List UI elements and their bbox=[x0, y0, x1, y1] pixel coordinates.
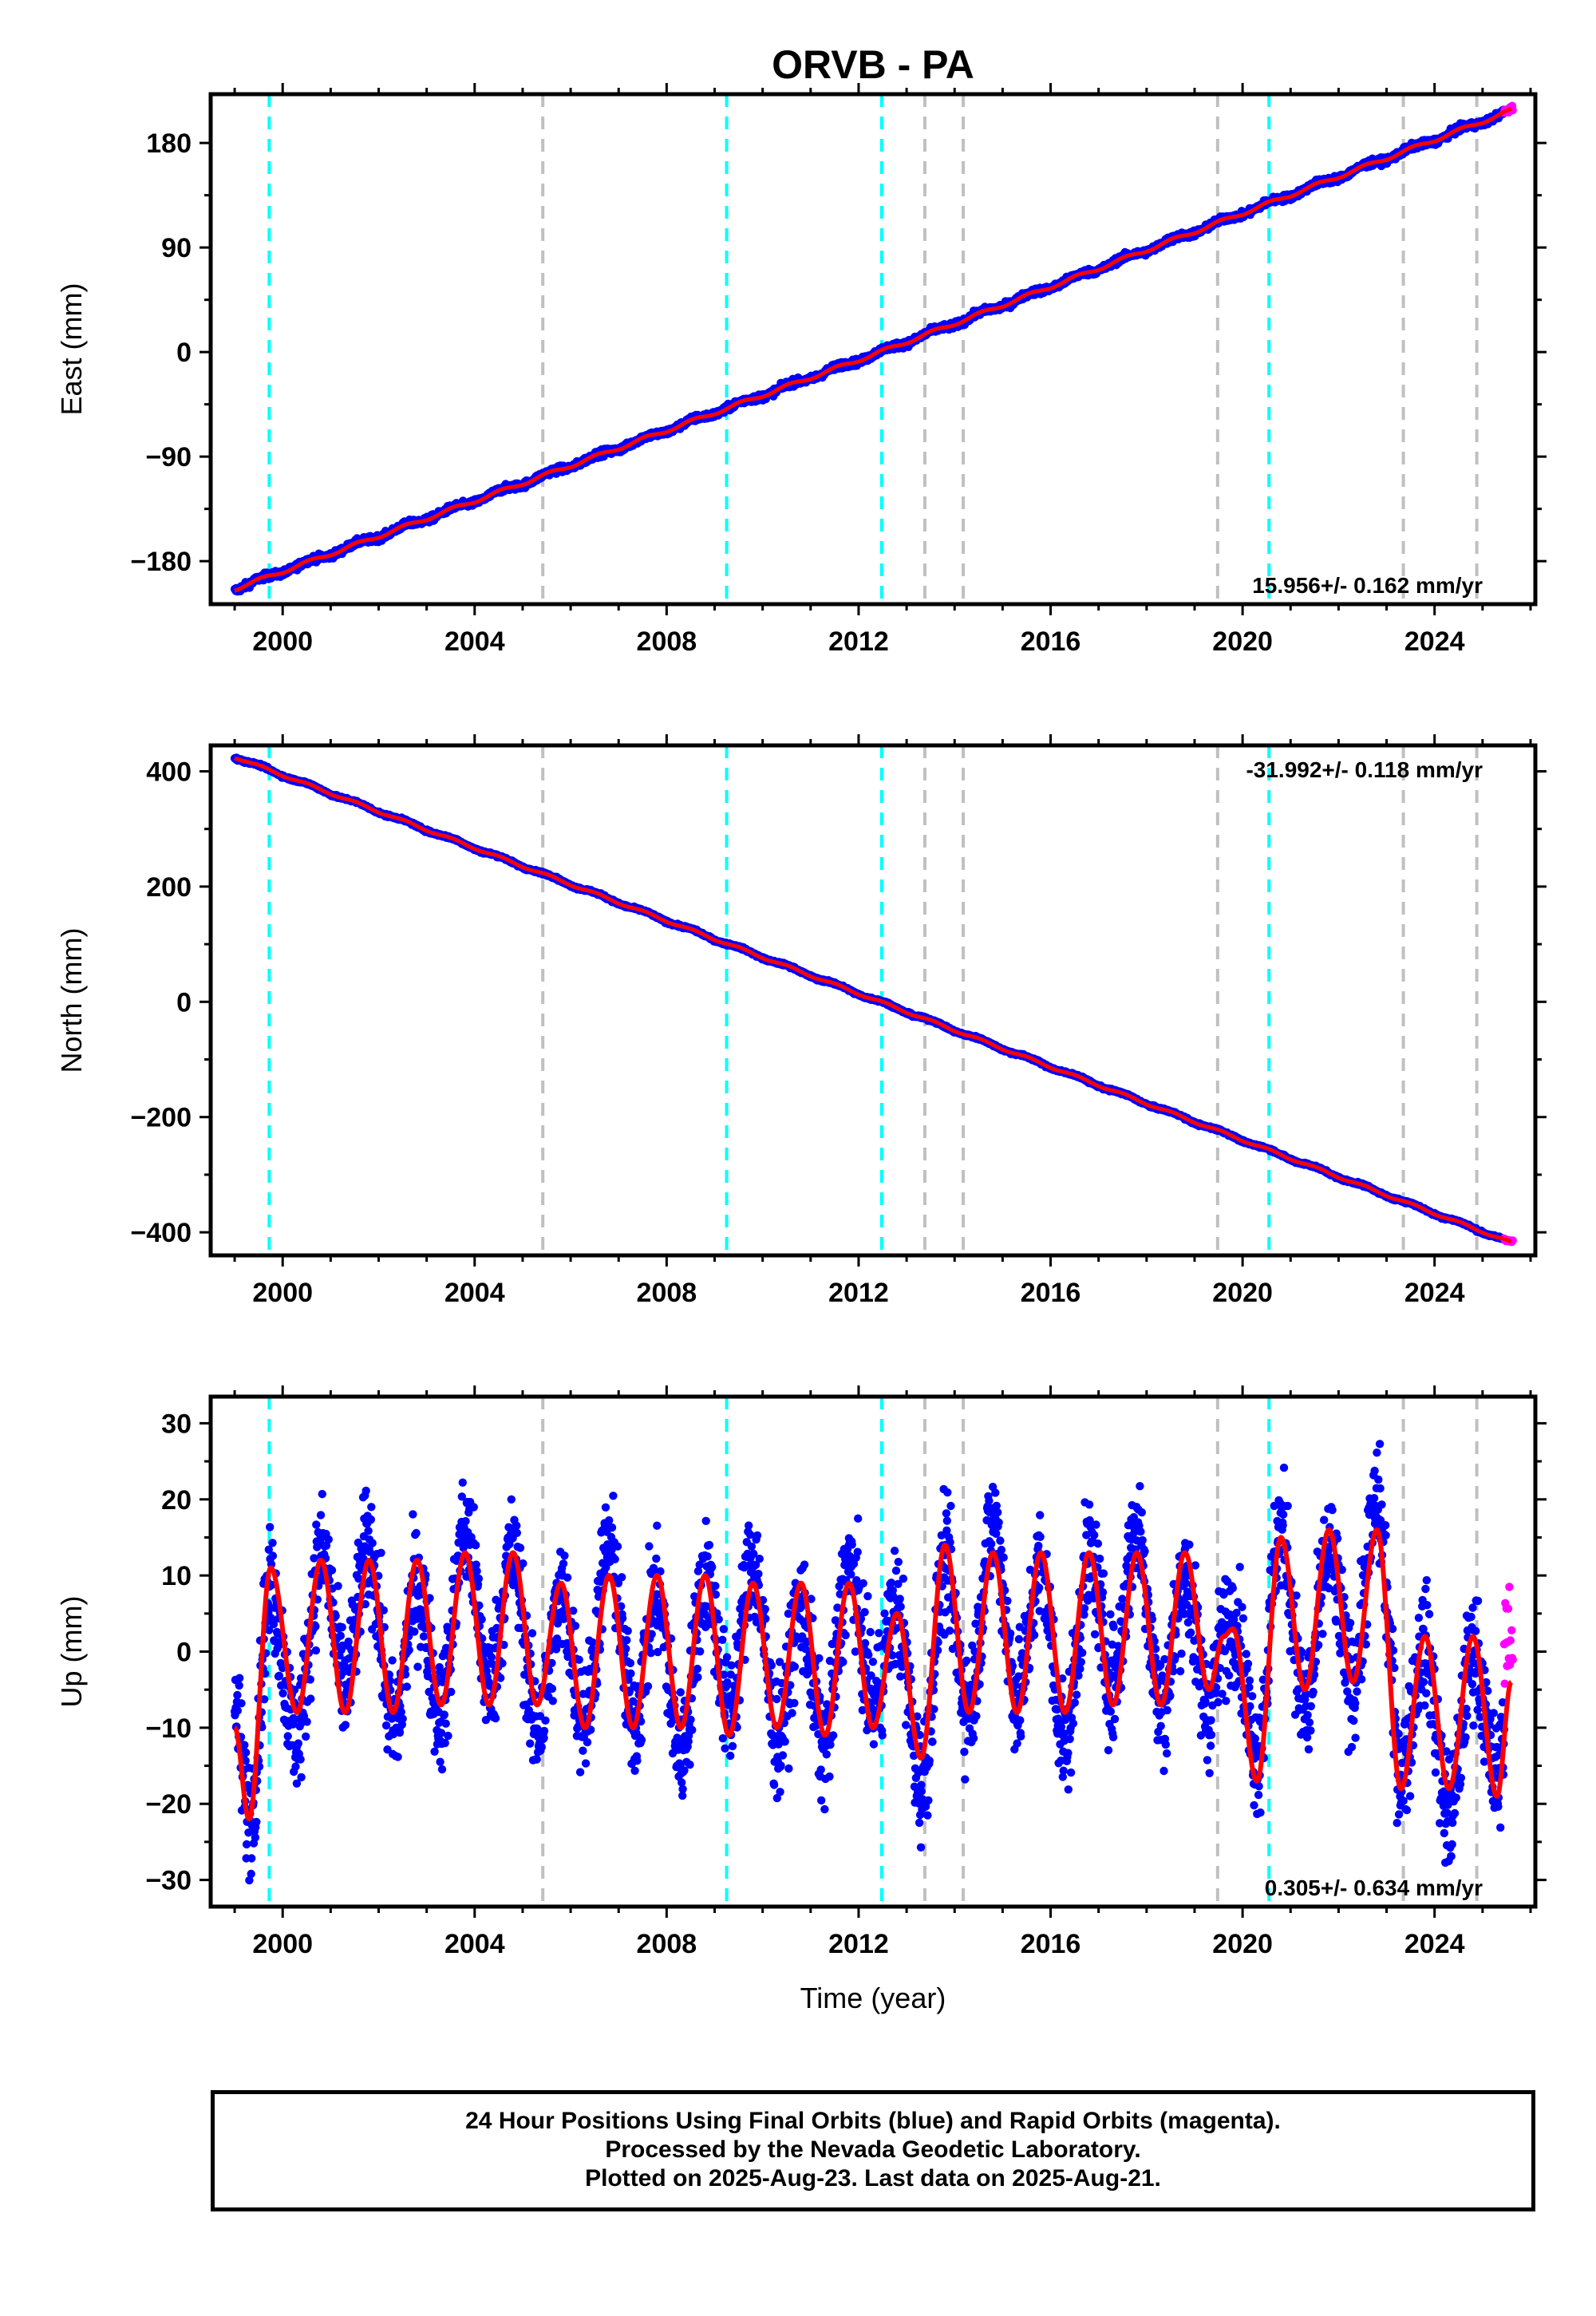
x-tick-label: 2000 bbox=[252, 626, 313, 657]
plot-area bbox=[230, 745, 1517, 1255]
y-tick-label: −180 bbox=[130, 547, 192, 577]
y-tick-label: 90 bbox=[161, 233, 192, 263]
x-tick-label: 2020 bbox=[1212, 626, 1273, 657]
x-tick-label: 2012 bbox=[828, 626, 889, 657]
north-panel: 2000 2004 2008 2012 2016 2020 2024−400−2000200… bbox=[55, 734, 1547, 1308]
y-axis-label: East (mm) bbox=[55, 283, 88, 416]
y-tick-label: −90 bbox=[145, 442, 192, 472]
rate-label: 15.956+/- 0.162 mm/yr bbox=[1252, 573, 1483, 598]
x-tick-label: 2004 bbox=[444, 626, 505, 657]
plot-area bbox=[230, 94, 1517, 604]
east-panel: 2000 2004 2008 2012 2016 2020 2024 −180 −90 0 90 18… bbox=[55, 83, 1547, 657]
chart-title: ORVB - PA bbox=[772, 42, 974, 87]
y-tick-label: 0 bbox=[176, 338, 192, 368]
x-tick-label: 2024 bbox=[1404, 626, 1465, 657]
y-tick-label: 180 bbox=[146, 128, 192, 159]
x-tick-label: 2008 bbox=[637, 626, 697, 657]
x-tick-label: 2016 bbox=[1021, 626, 1081, 657]
